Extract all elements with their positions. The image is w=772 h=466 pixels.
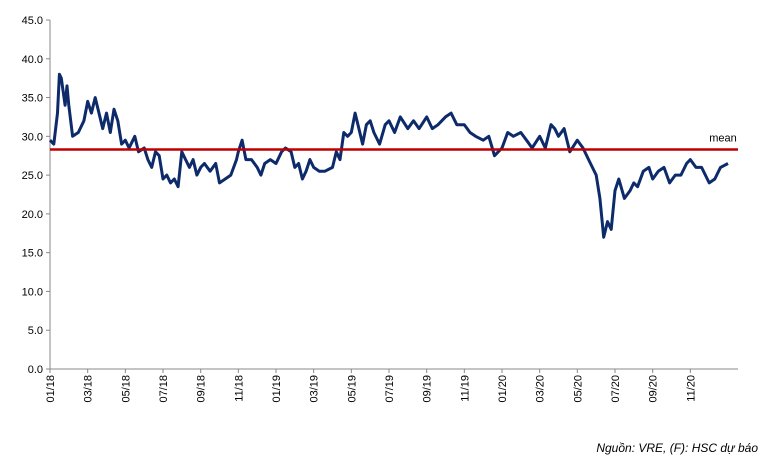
y-tick-label: 5.0 — [28, 325, 43, 337]
y-tick-label: 25.0 — [22, 170, 43, 182]
x-tick-label: 05/20 — [572, 375, 584, 403]
x-tick-label: 07/20 — [610, 375, 622, 403]
x-tick-label: 01/19 — [271, 375, 283, 403]
x-tick-label: 11/19 — [459, 375, 471, 402]
x-tick-label: 05/18 — [120, 375, 132, 403]
x-tick-label: 01/20 — [497, 375, 509, 403]
x-tick-label: 03/20 — [535, 375, 547, 403]
x-tick-label: 03/19 — [309, 375, 321, 403]
y-tick-label: 15.0 — [22, 248, 43, 260]
data-line — [48, 72, 729, 239]
y-tick-label: 0.0 — [28, 364, 43, 376]
x-tick-label: 11/18 — [233, 375, 245, 402]
source-note: Nguồn: VRE, (F): HSC dự báo — [596, 441, 758, 455]
y-tick-label: 45.0 — [22, 15, 43, 27]
y-tick-label: 35.0 — [22, 93, 43, 105]
y-tick-label: 30.0 — [22, 131, 43, 143]
x-tick-label: 07/18 — [158, 375, 170, 403]
y-tick-label: 10.0 — [22, 286, 43, 298]
y-tick-label: 20.0 — [22, 209, 43, 221]
x-tick-label: 09/20 — [648, 375, 660, 403]
x-tick-label: 07/19 — [384, 375, 396, 403]
y-tick-label: 40.0 — [22, 54, 43, 66]
mean-label: mean — [709, 133, 737, 145]
x-tick-label: 09/18 — [196, 375, 208, 403]
x-tick-label: 05/19 — [346, 375, 358, 403]
x-tick-label: 03/18 — [83, 375, 95, 403]
x-tick-label: 11/20 — [685, 375, 697, 402]
x-tick-label: 09/19 — [422, 375, 434, 403]
x-tick-label: 01/18 — [45, 375, 57, 403]
